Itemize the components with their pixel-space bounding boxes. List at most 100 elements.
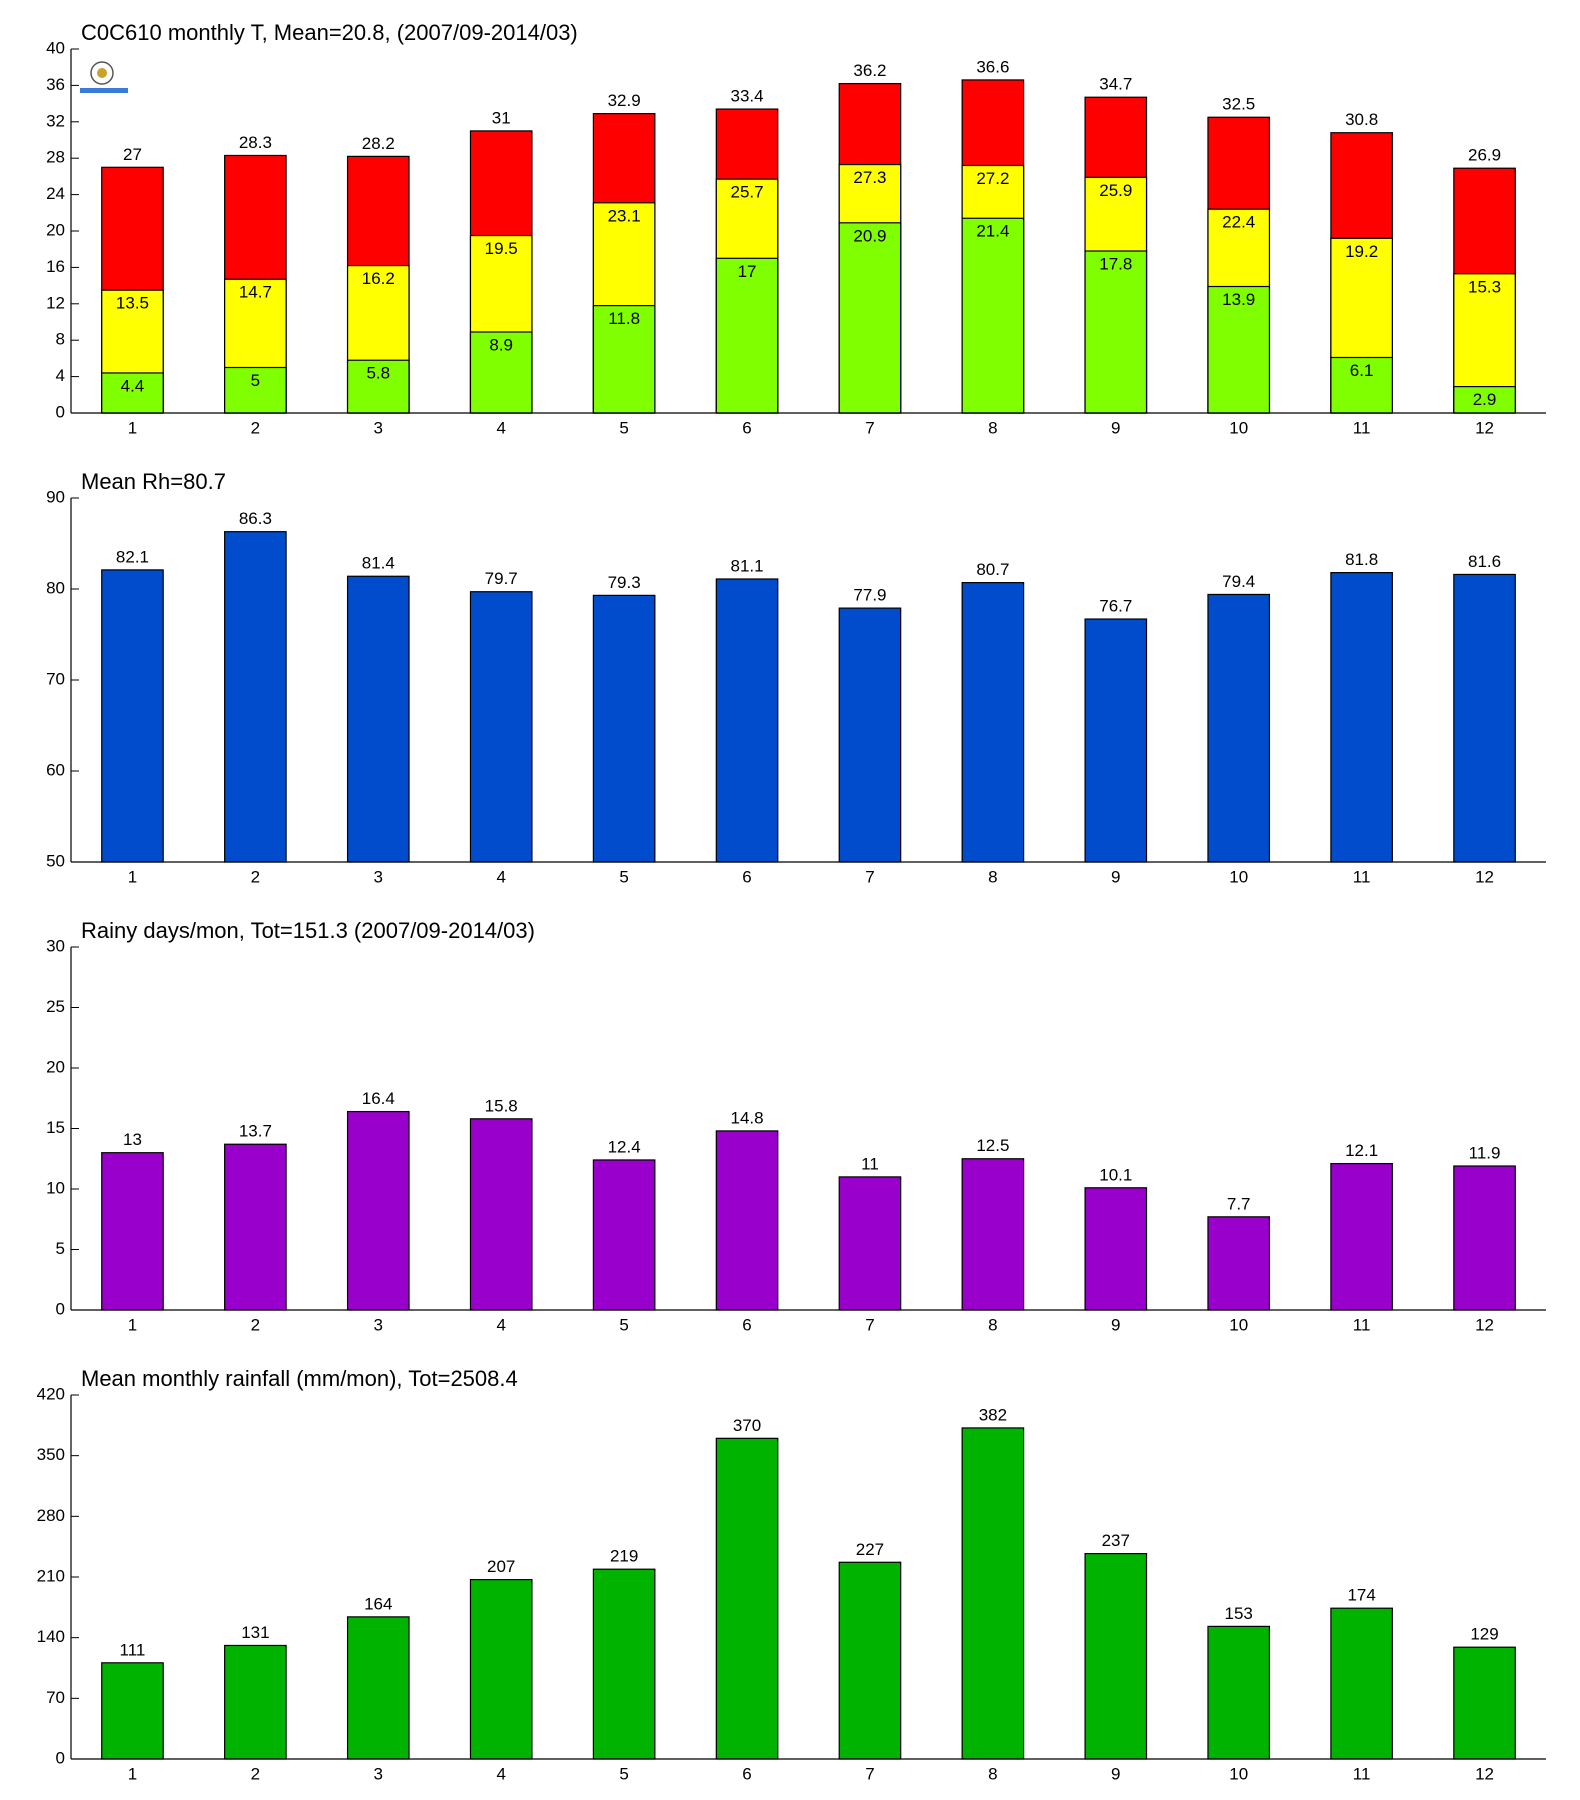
value-label: 11.9 [1469, 1143, 1501, 1162]
value-label: 81.4 [362, 554, 395, 573]
value-label: 8.9 [489, 335, 513, 354]
bar [1453, 1646, 1516, 1760]
bar [1207, 1625, 1271, 1760]
value-label: 227 [856, 1540, 884, 1559]
value-label: 19.2 [1345, 242, 1378, 261]
value-label: 4.4 [121, 376, 145, 395]
value-label: 21.4 [976, 222, 1009, 241]
y-tick-label: 40 [46, 38, 65, 57]
y-tick-label: 80 [46, 578, 65, 597]
bar [961, 217, 1025, 414]
bar [1084, 1187, 1148, 1311]
logo [80, 61, 128, 93]
y-tick-label: 32 [46, 111, 65, 130]
chart-title: Mean monthly rainfall (mm/mon), Tot=2508… [81, 1366, 518, 1391]
y-tick-label: 0 [56, 1748, 65, 1767]
value-label: 27 [123, 145, 142, 164]
x-tick-label: 10 [1229, 1764, 1248, 1783]
bar [469, 591, 533, 863]
value-label: 25.9 [1099, 181, 1132, 200]
bar [346, 575, 410, 863]
value-label: 36.2 [853, 61, 886, 80]
x-tick-label: 11 [1353, 418, 1371, 437]
value-label: 6.1 [1350, 361, 1374, 380]
value-label: 5 [251, 371, 260, 390]
bar [592, 1568, 656, 1760]
value-label: 12.4 [608, 1137, 641, 1156]
chart-title: Rainy days/mon, Tot=151.3 (2007/09-2014/… [81, 918, 535, 943]
value-label: 2.9 [1473, 390, 1497, 409]
value-label: 15.3 [1468, 277, 1501, 296]
y-tick-label: 24 [46, 184, 65, 203]
bar [592, 1159, 656, 1311]
x-tick-label: 10 [1229, 867, 1248, 886]
x-tick-label: 9 [1111, 418, 1120, 437]
bar [961, 1427, 1025, 1760]
chart-title: Mean Rh=80.7 [81, 469, 226, 494]
value-label: 14.8 [730, 1108, 763, 1127]
value-label: 17 [738, 262, 757, 281]
value-label: 219 [610, 1547, 638, 1566]
x-tick-label: 11 [1353, 1764, 1371, 1783]
y-tick-label: 28 [46, 148, 65, 167]
value-label: 16.2 [362, 269, 395, 288]
bar [346, 359, 410, 414]
bar [1207, 285, 1271, 414]
bar [1084, 618, 1148, 863]
value-label: 174 [1347, 1586, 1375, 1605]
value-label: 17.8 [1099, 255, 1132, 274]
bar [469, 1118, 533, 1311]
bar [592, 305, 656, 414]
x-tick-label: 7 [865, 1315, 874, 1334]
y-tick-label: 4 [56, 366, 65, 385]
value-label: 207 [487, 1557, 515, 1576]
value-label: 5.8 [366, 364, 390, 383]
x-tick-label: 10 [1229, 1315, 1248, 1334]
bar [1453, 573, 1516, 863]
value-label: 34.7 [1099, 75, 1132, 94]
x-tick-label: 1 [128, 1764, 137, 1783]
y-tick-label: 90 [46, 487, 65, 506]
value-label: 25.7 [730, 183, 763, 202]
value-label: 12.5 [976, 1136, 1009, 1155]
y-tick-label: 15 [46, 1118, 65, 1137]
bar [715, 578, 779, 863]
value-label: 13.9 [1222, 290, 1255, 309]
x-tick-label: 2 [251, 867, 260, 886]
x-tick-label: 12 [1475, 418, 1494, 437]
value-label: 30.8 [1345, 110, 1378, 129]
y-tick-label: 25 [46, 997, 65, 1016]
y-tick-label: 60 [46, 760, 65, 779]
value-label: 82.1 [116, 547, 149, 566]
value-label: 31 [492, 108, 511, 127]
bar [224, 531, 287, 863]
x-tick-label: 5 [619, 1764, 628, 1783]
x-tick-label: 5 [619, 1315, 628, 1334]
value-label: 33.4 [730, 87, 763, 106]
value-label: 12.1 [1345, 1141, 1378, 1160]
value-label: 11.8 [608, 309, 640, 328]
y-tick-label: 350 [37, 1445, 65, 1464]
y-tick-label: 10 [46, 1178, 65, 1197]
value-label: 79.4 [1222, 572, 1255, 591]
value-label: 81.8 [1345, 550, 1378, 569]
bar [101, 1152, 164, 1311]
bar [715, 1437, 779, 1760]
x-tick-label: 3 [374, 1764, 383, 1783]
value-label: 10.1 [1099, 1165, 1132, 1184]
x-tick-label: 2 [251, 418, 260, 437]
x-tick-label: 12 [1475, 867, 1494, 886]
value-label: 15.8 [485, 1096, 518, 1115]
value-label: 28.3 [239, 133, 272, 152]
bar [1453, 1165, 1516, 1311]
value-label: 7.7 [1227, 1194, 1251, 1213]
y-tick-label: 20 [46, 220, 65, 239]
bar [1084, 1552, 1148, 1760]
chart-title: C0C610 monthly T, Mean=20.8, (2007/09-20… [81, 20, 578, 45]
y-tick-label: 70 [46, 669, 65, 688]
x-tick-label: 7 [865, 418, 874, 437]
x-tick-label: 8 [988, 1315, 997, 1334]
value-label: 129 [1470, 1625, 1498, 1644]
bar [469, 331, 533, 414]
x-tick-label: 3 [374, 1315, 383, 1334]
